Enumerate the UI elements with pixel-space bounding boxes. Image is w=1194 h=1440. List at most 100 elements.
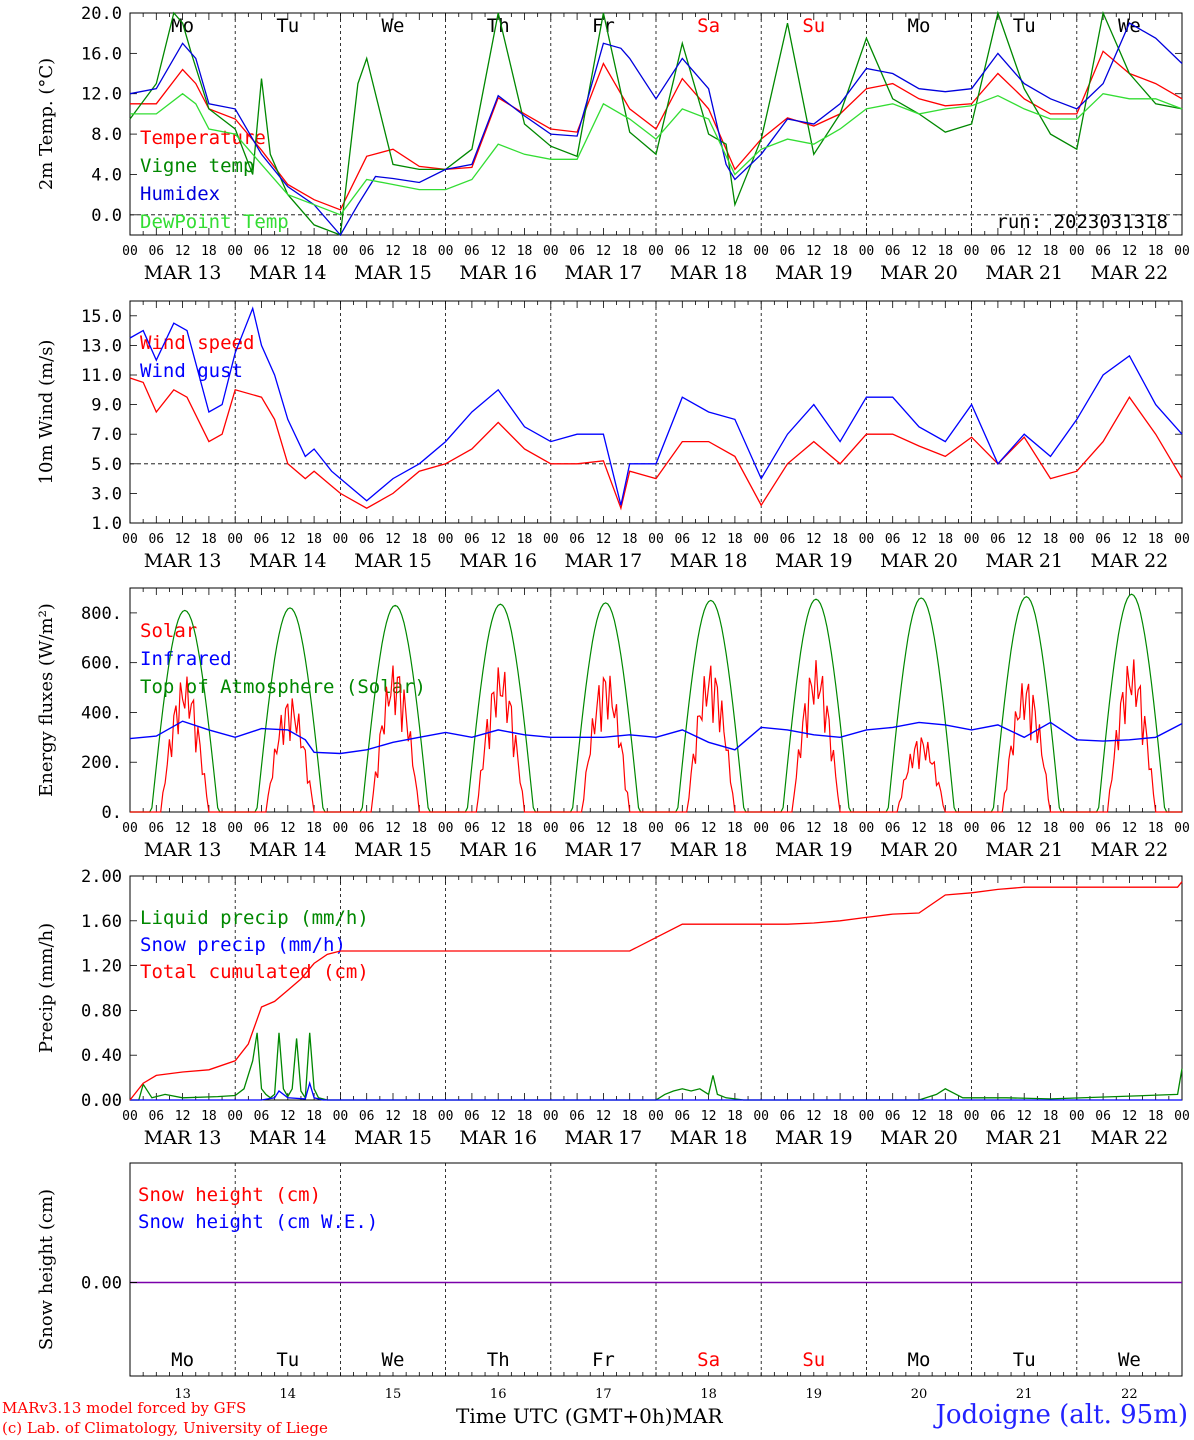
weekday-label: Mo [171, 15, 194, 37]
date-label: MAR 18 [670, 262, 748, 284]
hour-tick-label: 12 [701, 821, 717, 836]
weekday-label: Tu [1013, 15, 1036, 37]
y-tick-label: 15.0 [81, 307, 122, 327]
hour-tick-label: 12 [806, 1109, 822, 1124]
hour-tick-label: 06 [674, 244, 690, 259]
hour-tick-label: 06 [569, 244, 585, 259]
hour-tick-label: 18 [727, 1109, 743, 1124]
hour-tick-label: 12 [385, 532, 401, 547]
weekday-label: Su [802, 1349, 825, 1371]
legend-entry: Solar [140, 620, 197, 642]
legend-entry: DewPoint Temp [140, 211, 289, 233]
hour-tick-label: 00 [1174, 821, 1190, 836]
weekday-label: Tu [1013, 1349, 1036, 1371]
hour-tick-label: 12 [1122, 821, 1138, 836]
weekday-label: Fr [592, 15, 615, 37]
hour-tick-label: 06 [569, 1109, 585, 1124]
hour-tick-label: 18 [517, 821, 533, 836]
date-label: MAR 18 [670, 1127, 748, 1149]
weekday-label: We [382, 15, 405, 37]
hour-tick-label: 18 [201, 1109, 217, 1124]
series-vigne-temp-line [129, 10, 1183, 236]
y-tick-label: 9.0 [91, 396, 122, 416]
hour-tick-label: 12 [280, 1109, 296, 1124]
hour-tick-label: 12 [596, 244, 612, 259]
hour-tick-label: 06 [990, 1109, 1006, 1124]
hour-tick-label: 00 [1069, 1109, 1085, 1124]
hour-tick-label: 18 [306, 532, 322, 547]
hour-tick-label: 18 [411, 821, 427, 836]
weekday-label: We [1118, 1349, 1141, 1371]
y-tick-label: 800. [81, 604, 122, 624]
hour-tick-label: 18 [1148, 1109, 1164, 1124]
date-label: MAR 16 [459, 1127, 537, 1149]
y-tick-label: 16.0 [81, 44, 122, 64]
hour-tick-label: 00 [1069, 532, 1085, 547]
series-solar-line [130, 659, 1182, 813]
y-axis-label: Energy fluxes (W/m²) [36, 603, 57, 797]
weekday-label: Su [802, 15, 825, 37]
y-tick-label: 7.0 [91, 425, 122, 445]
date-label: MAR 22 [1091, 839, 1169, 861]
hour-tick-label: 00 [964, 1109, 980, 1124]
legend-entry: Infrared [140, 648, 232, 670]
y-tick-label: 2.00 [81, 867, 122, 887]
hour-tick-label: 00 [859, 821, 875, 836]
hour-tick-label: 12 [175, 1109, 191, 1124]
x-axis-labels: 00 06 12 18 MAR 13 00 06 12 18 MAR 14 00 06 12 18 MAR … [122, 244, 1190, 284]
date-label: MAR 18 [670, 839, 748, 861]
weekday-label: We [382, 1349, 405, 1371]
hour-tick-label: 00 [753, 1109, 769, 1124]
date-label: MAR 13 [144, 839, 222, 861]
y-tick-label: 0. [102, 803, 122, 823]
time-axis-title: Time UTC (GMT+0h)MAR [456, 1404, 723, 1428]
hour-tick-label: 06 [1095, 821, 1111, 836]
hour-tick-label: 18 [517, 532, 533, 547]
date-label: MAR 13 [144, 1127, 222, 1149]
date-label: MAR 15 [354, 839, 432, 861]
hour-tick-label: 12 [1016, 821, 1032, 836]
hour-tick-label: 12 [175, 244, 191, 259]
date-label: MAR 19 [775, 839, 853, 861]
hour-tick-label: 00 [543, 821, 559, 836]
hour-tick-label: 18 [306, 1109, 322, 1124]
hour-tick-label: 18 [201, 244, 217, 259]
y-axis-label: 10m Wind (m/s) [36, 340, 57, 485]
hour-tick-label: 06 [254, 821, 270, 836]
hour-tick-label: 06 [464, 821, 480, 836]
date-label: MAR 17 [565, 550, 643, 572]
date-label: MAR 22 [1091, 550, 1169, 572]
hour-tick-label: 06 [990, 821, 1006, 836]
day-number-label: 13 [174, 1387, 191, 1402]
y-tick-label: 12.0 [81, 85, 122, 105]
y-tick-label: 11.0 [81, 366, 122, 386]
legend-entry: Top of Atmosphere (Solar) [140, 676, 426, 698]
hour-tick-label: 18 [727, 532, 743, 547]
y-tick-label: 4.0 [91, 165, 122, 185]
hour-tick-label: 12 [1122, 1109, 1138, 1124]
hour-tick-label: 12 [280, 532, 296, 547]
hour-tick-label: 12 [490, 532, 506, 547]
hour-tick-label: 12 [596, 821, 612, 836]
hour-tick-label: 06 [569, 532, 585, 547]
date-label: MAR 20 [880, 839, 958, 861]
hour-tick-label: 00 [227, 1109, 243, 1124]
hour-tick-label: 12 [175, 532, 191, 547]
hour-tick-label: 00 [1069, 821, 1085, 836]
hour-tick-label: 18 [1148, 244, 1164, 259]
weekday-label: Sa [697, 1349, 720, 1371]
hour-tick-label: 06 [359, 244, 375, 259]
x-axis-labels: 00 06 12 18 MAR 13 00 06 12 18 MAR 14 00 06 12 18 MAR … [122, 821, 1190, 861]
credits: MARv3.13 model forced by GFS (c) Lab. of… [2, 1398, 328, 1438]
hour-tick-label: 18 [1043, 532, 1059, 547]
hour-tick-label: 18 [1043, 1109, 1059, 1124]
hour-tick-label: 00 [648, 532, 664, 547]
hour-tick-label: 00 [227, 821, 243, 836]
hour-tick-label: 12 [1016, 244, 1032, 259]
hour-tick-label: 00 [438, 532, 454, 547]
hour-tick-label: 18 [622, 1109, 638, 1124]
hour-tick-label: 12 [280, 244, 296, 259]
hour-tick-label: 06 [674, 1109, 690, 1124]
day-number-label: 16 [490, 1387, 507, 1402]
